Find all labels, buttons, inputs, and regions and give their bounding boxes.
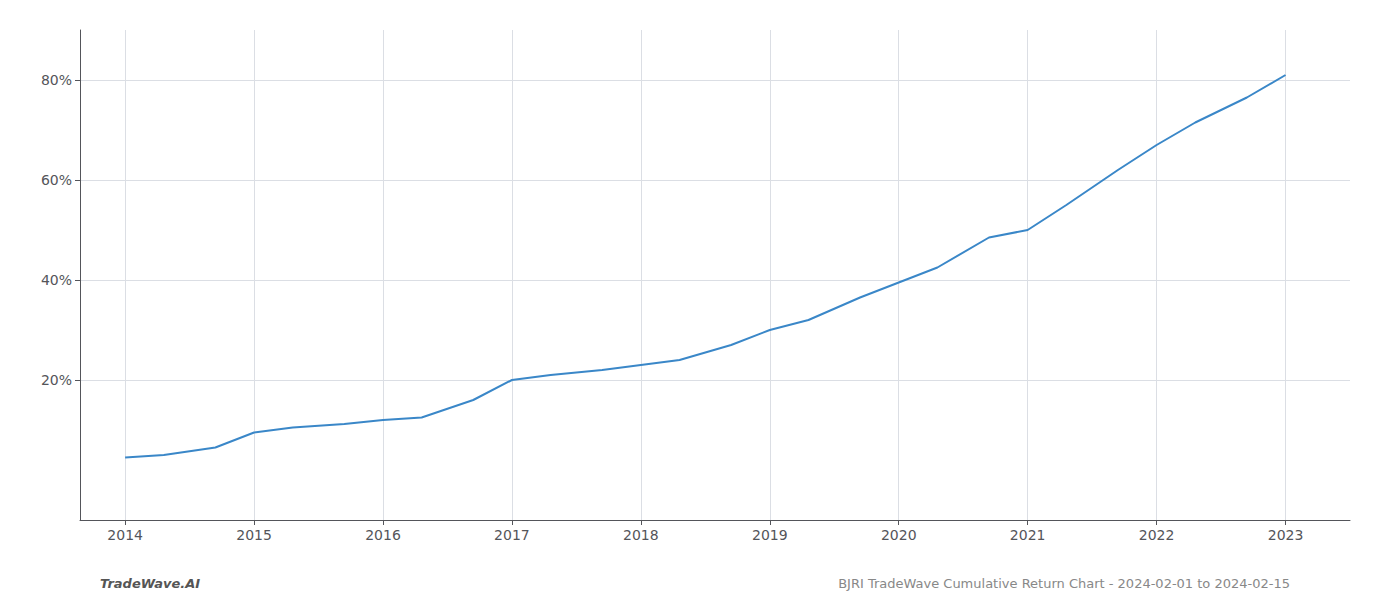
svg-text:2017: 2017: [494, 527, 530, 543]
svg-text:BJRI TradeWave Cumulative Retu: BJRI TradeWave Cumulative Return Chart -…: [838, 576, 1290, 591]
svg-text:40%: 40%: [41, 272, 72, 288]
svg-text:TradeWave.AI: TradeWave.AI: [100, 576, 200, 591]
svg-text:2018: 2018: [623, 527, 659, 543]
svg-text:2019: 2019: [752, 527, 788, 543]
svg-text:80%: 80%: [41, 72, 72, 88]
svg-text:2022: 2022: [1139, 527, 1175, 543]
svg-text:60%: 60%: [41, 172, 72, 188]
svg-text:2016: 2016: [365, 527, 401, 543]
svg-text:20%: 20%: [41, 372, 72, 388]
svg-text:2020: 2020: [881, 527, 917, 543]
svg-text:2015: 2015: [236, 527, 272, 543]
svg-text:2023: 2023: [1268, 527, 1304, 543]
svg-text:2021: 2021: [1010, 527, 1046, 543]
svg-text:2014: 2014: [107, 527, 143, 543]
